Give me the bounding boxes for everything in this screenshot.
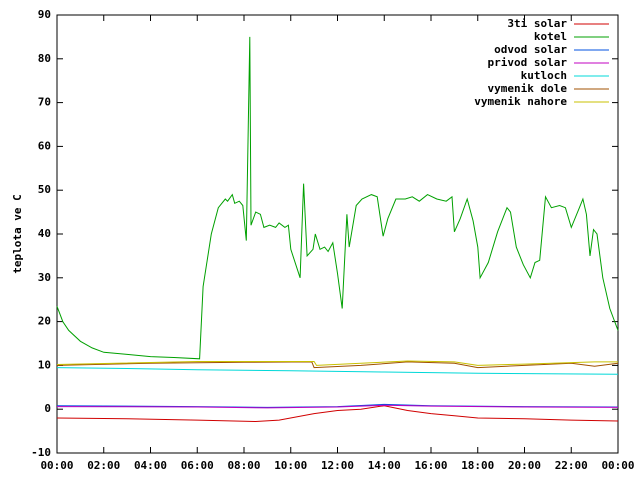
y-tick-label: 50 [38,183,51,196]
series-line [56,405,619,423]
y-tick-label: -10 [31,446,51,459]
series-line [56,360,618,366]
y-tick-label: 80 [38,52,51,65]
y-tick-label: 90 [38,8,51,21]
x-tick-label: 10:00 [274,459,307,472]
x-tick-label: 12:00 [321,459,354,472]
y-tick-label: 40 [38,227,51,240]
x-tick-label: 20:00 [508,459,541,472]
legend-label: kotel [534,30,567,43]
x-tick-label: 22:00 [555,459,588,472]
x-tick-label: 04:00 [134,459,167,472]
series-line [56,36,619,360]
x-tick-label: 18:00 [461,459,494,472]
legend-label: privod solar [488,56,568,69]
y-axis-label: teplota ve C [11,194,24,273]
legend-label: odvod solar [494,43,567,56]
series-line [56,361,619,369]
y-tick-label: 20 [38,315,51,328]
y-tick-label: 10 [38,358,51,371]
legend-label: kutloch [521,69,567,82]
legend-label: vymenik nahore [474,95,567,108]
legend-label: vymenik dole [488,82,568,95]
series-line [56,404,619,409]
x-tick-label: 00:00 [601,459,634,472]
x-tick-label: 00:00 [40,459,73,472]
y-tick-label: 60 [38,139,51,152]
x-tick-label: 02:00 [87,459,120,472]
y-tick-label: 0 [44,402,51,415]
x-tick-label: 06:00 [181,459,214,472]
x-tick-label: 08:00 [227,459,260,472]
x-tick-label: 16:00 [414,459,447,472]
legend-label: 3ti solar [507,17,567,30]
y-tick-label: 30 [38,271,51,284]
y-tick-label: 70 [38,96,51,109]
x-tick-label: 14:00 [368,459,401,472]
series-line [56,367,619,375]
